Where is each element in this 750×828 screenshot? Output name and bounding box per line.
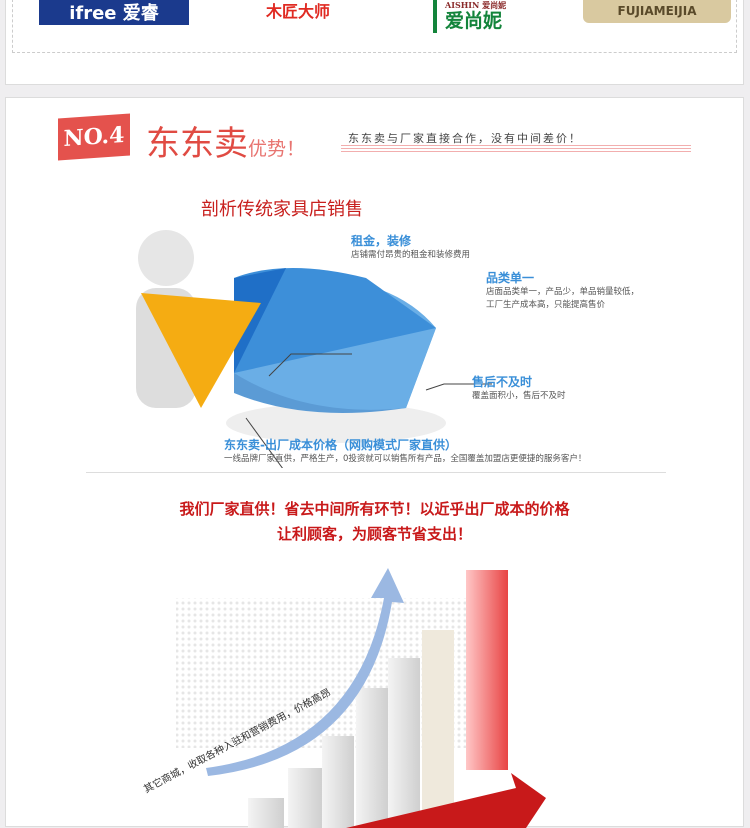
divider bbox=[86, 472, 666, 473]
bar bbox=[388, 658, 420, 828]
brand-logo-aishin[interactable]: AISHIN 爱尚妮 爱尚妮 bbox=[433, 0, 553, 33]
growth-chart-illustration: 其它商城，收取各种入驻和营销费用，价格高昂 bbox=[141, 568, 546, 828]
brand-aishin-text: 爱尚妮 bbox=[445, 10, 503, 32]
bar-red bbox=[466, 570, 508, 770]
figure-head bbox=[138, 230, 194, 286]
decorative-stripes bbox=[341, 145, 691, 153]
pie-illustration bbox=[136, 230, 492, 468]
leader-line bbox=[245, 417, 283, 468]
brand-logo-ifree[interactable]: ifree 爱睿 bbox=[39, 0, 189, 25]
brand-aishin-name: AISHIN 爱尚妮 bbox=[445, 0, 507, 10]
callout-rent: 租金，装修 店铺需付昂贵的租金和装修费用 bbox=[351, 234, 471, 260]
brand-logo-mujiang[interactable]: 木匠大师 bbox=[265, 2, 330, 21]
callout-category: 品类单一 店面品类单一，产品少，单品销量较低， 工厂生产成本高，只能提高售价 bbox=[486, 271, 640, 310]
callout-after-sales: 售后不及时 覆盖面积小，售后不及时 bbox=[472, 375, 566, 401]
section-title: 东东卖优势！ bbox=[146, 124, 306, 164]
bar bbox=[422, 630, 454, 810]
brand-logo-fujiameijia[interactable]: FUJIAMEIJIA bbox=[583, 0, 731, 23]
brand-panel: ifree 爱睿 木匠大师 AISHIN 爱尚妮 爱尚妮 FUJIAMEIJIA bbox=[5, 0, 744, 85]
headline-2: 让利顾客，为顾客节省支出！ bbox=[276, 525, 472, 543]
blue-arrow bbox=[206, 568, 404, 776]
advantage-panel: NO.4 东东卖优势！ 东东卖与厂家直接合作，没有中间差价！ 剖析传统家具店销售… bbox=[5, 97, 744, 828]
section-badge: NO.4 bbox=[58, 113, 130, 161]
headline-1: 我们厂家直供！省去中间所有环节！以近乎出厂成本的价格 bbox=[179, 500, 570, 518]
bar bbox=[322, 736, 354, 828]
leader-line bbox=[268, 353, 352, 377]
pie-shadow bbox=[226, 403, 446, 443]
bar bbox=[356, 688, 388, 828]
red-arrow bbox=[346, 773, 546, 828]
bar bbox=[248, 798, 284, 828]
pie-slice-category bbox=[234, 268, 436, 373]
bar bbox=[288, 768, 322, 828]
pie-slice-rent bbox=[234, 268, 286, 373]
world-map-dots bbox=[176, 598, 506, 748]
analysis-title: 剖析传统家具店销售 bbox=[201, 199, 363, 220]
pie-slice-dongdongmai bbox=[141, 293, 261, 408]
leader-line bbox=[425, 383, 492, 391]
brand-logo-box: ifree 爱睿 木匠大师 AISHIN 爱尚妮 爱尚妮 FUJIAMEIJIA bbox=[12, 0, 737, 53]
section-slogan: 东东卖与厂家直接合作，没有中间差价！ bbox=[348, 132, 582, 145]
callout-dongdongmai: 东东卖-出厂成本价格（网购模式厂家直供） 一线品牌厂家直供，严格生产，0投资就可… bbox=[224, 438, 587, 464]
